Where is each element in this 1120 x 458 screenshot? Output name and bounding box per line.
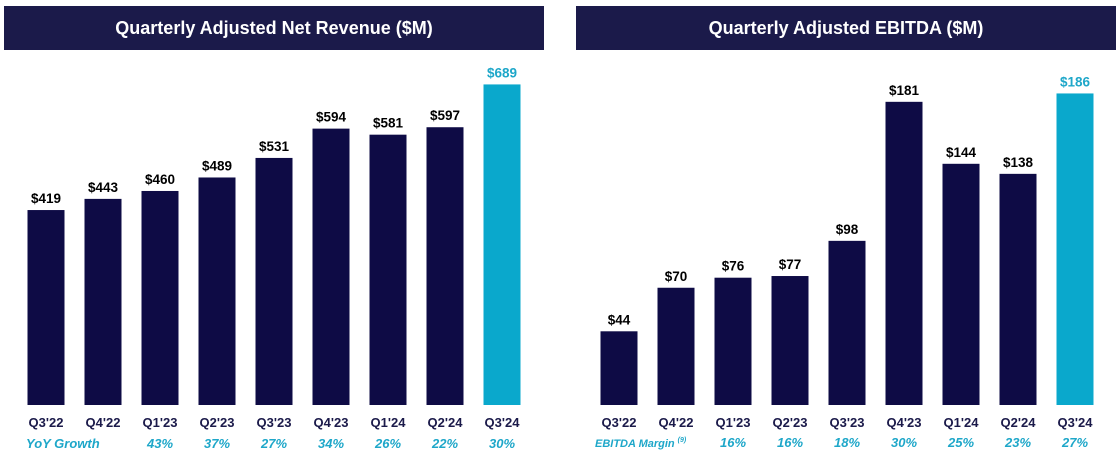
category-tick-label: Q4'22 [659, 415, 694, 430]
metric-value-label: 25% [947, 435, 974, 450]
bar-q323 [255, 157, 293, 405]
value-label: $76 [722, 259, 745, 274]
bar-q324 [1056, 93, 1094, 405]
ebitda-chart-title: Quarterly Adjusted EBITDA ($M) [576, 6, 1116, 50]
metric-value-label: 16% [777, 435, 803, 450]
bar-q123 [141, 190, 179, 405]
value-label: $144 [946, 145, 977, 160]
bar-q322 [27, 210, 65, 405]
bar-q422 [84, 198, 122, 405]
category-tick-label: Q3'22 [602, 415, 637, 430]
ebitda-panel: Quarterly Adjusted EBITDA ($M) $44 Q3'22 $… [560, 0, 1120, 458]
category-tick-label: Q3'24 [1058, 415, 1094, 430]
value-label: $186 [1060, 74, 1091, 89]
category-tick-label: Q4'22 [86, 415, 121, 430]
value-label: $597 [430, 108, 460, 123]
bar-q223 [771, 276, 809, 405]
category-tick-label: Q2'24 [428, 415, 464, 430]
net-revenue-panel: Quarterly Adjusted Net Revenue ($M) $419… [4, 6, 544, 451]
category-tick-label: Q1'24 [944, 415, 980, 430]
value-label: $77 [779, 257, 802, 272]
category-tick-label: Q3'22 [29, 415, 64, 430]
metric-row-name-text: YoY Growth [26, 436, 100, 451]
bar-q322 [600, 331, 638, 405]
value-label: $460 [145, 172, 175, 187]
metric-row-name: YoY Growth [26, 436, 100, 451]
category-tick-label: Q3'23 [830, 415, 865, 430]
metric-value-label: 30% [489, 436, 515, 451]
ebitda-chart: $44 Q3'22 $70 Q4'22 $76 Q1'23 16% $77 Q2'23 16% $9… [595, 74, 1094, 450]
metric-value-label: 26% [374, 436, 401, 451]
category-tick-label: Q3'24 [485, 415, 521, 430]
metric-value-label: 22% [431, 436, 458, 451]
metric-value-label: 30% [891, 435, 917, 450]
bar-q423 [885, 101, 923, 405]
bar-q124 [942, 163, 980, 405]
category-tick-label: Q1'24 [371, 415, 407, 430]
net-revenue-chart: $419 Q3'22 $443 Q4'22 $460 Q1'23 43% $489 Q2'23 3… [26, 65, 521, 451]
category-tick-label: Q4'23 [314, 415, 349, 430]
metric-value-label: 16% [720, 435, 746, 450]
value-label: $44 [608, 312, 631, 327]
bar-q323 [828, 240, 866, 405]
category-tick-label: Q4'23 [887, 415, 922, 430]
value-label: $70 [665, 269, 688, 284]
category-tick-label: Q3'23 [257, 415, 292, 430]
metric-value-label: 23% [1004, 435, 1031, 450]
category-tick-label: Q1'23 [143, 415, 178, 430]
value-label: $581 [373, 116, 404, 131]
value-label: $689 [487, 65, 517, 80]
value-label: $98 [836, 222, 859, 237]
bar-q423 [312, 128, 350, 405]
metric-value-label: 43% [146, 436, 173, 451]
category-tick-label: Q2'23 [200, 415, 235, 430]
metric-value-label: 18% [834, 435, 860, 450]
value-label: $531 [259, 139, 290, 154]
bar-q124 [369, 134, 407, 405]
bar-q223 [198, 177, 236, 405]
bar-q123 [714, 277, 752, 405]
bar-q224 [999, 173, 1037, 405]
value-label: $138 [1003, 155, 1034, 170]
metric-value-label: 37% [204, 436, 230, 451]
metric-value-label: 27% [1061, 435, 1088, 450]
category-tick-label: Q2'23 [773, 415, 808, 430]
metric-row-name: EBITDA Margin (9) [595, 437, 687, 450]
metric-value-label: 27% [260, 436, 287, 451]
bar-q224 [426, 127, 464, 406]
value-label: $594 [316, 110, 347, 125]
value-label: $489 [202, 158, 232, 173]
metric-row-name-text: EBITDA Margin [595, 438, 675, 450]
metric-footnote-marker: (9) [678, 437, 687, 444]
value-label: $419 [31, 191, 61, 206]
category-tick-label: Q2'24 [1001, 415, 1037, 430]
category-tick-label: Q1'23 [716, 415, 751, 430]
value-label: $443 [88, 180, 119, 195]
net-revenue-chart-title: Quarterly Adjusted Net Revenue ($M) [4, 6, 544, 50]
value-label: $181 [889, 83, 920, 98]
bar-q324 [483, 84, 521, 405]
bar-q422 [657, 287, 695, 405]
metric-value-label: 34% [318, 436, 344, 451]
